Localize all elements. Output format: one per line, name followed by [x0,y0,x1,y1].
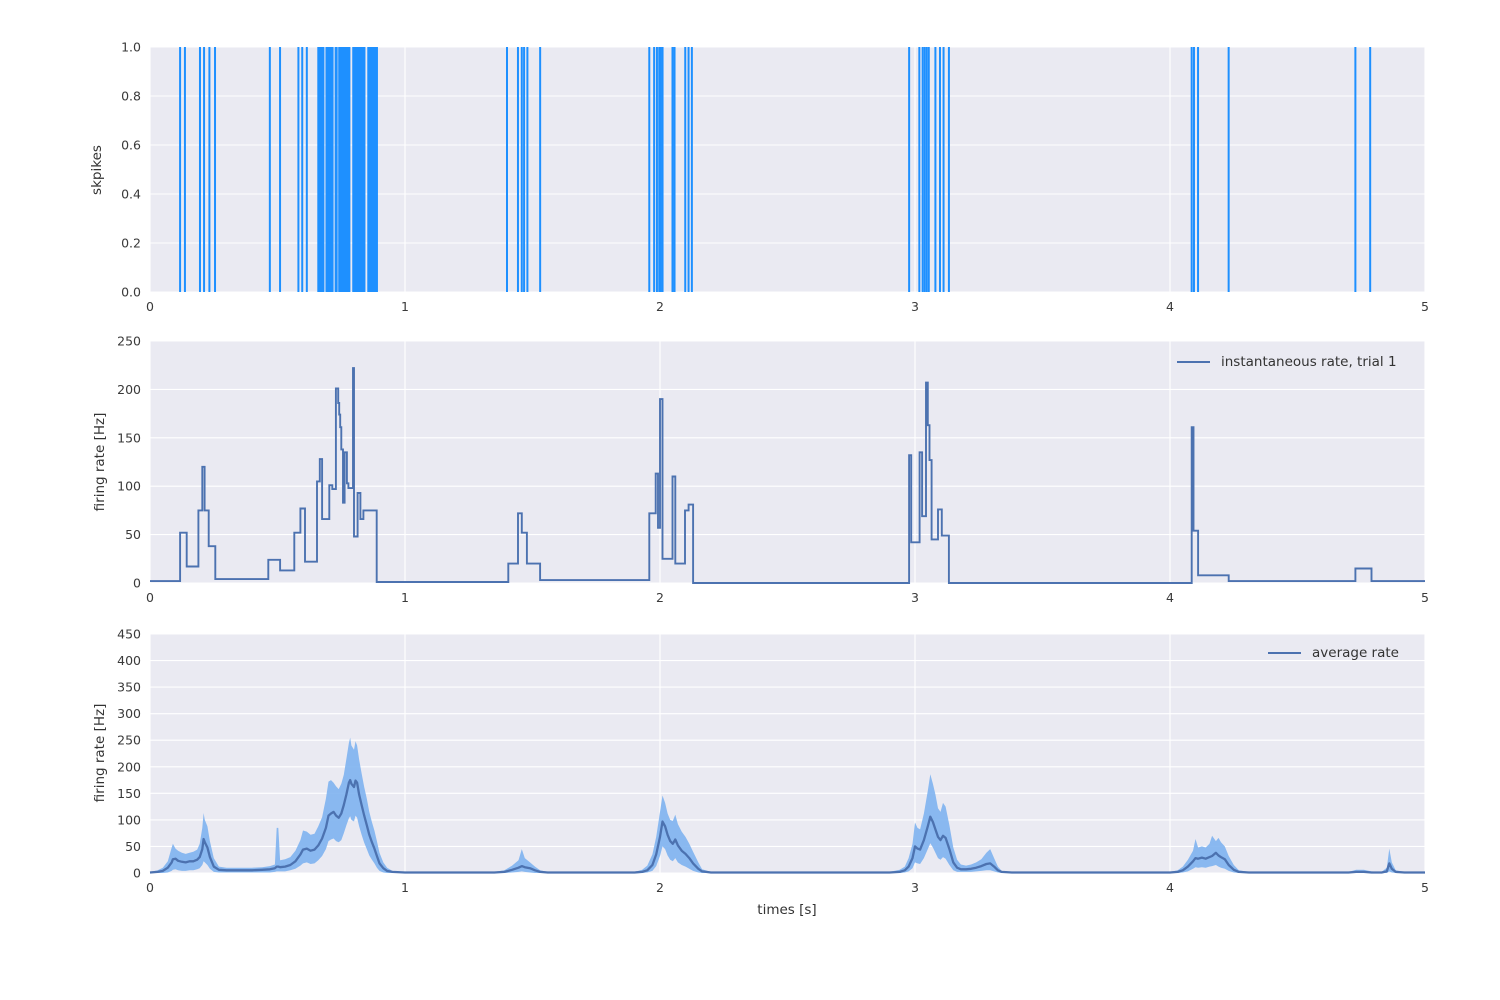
y-tick-label: 0.2 [121,236,141,251]
x-tick-label: 0 [146,299,154,314]
y-tick-label: 0.8 [121,89,141,104]
legend-label-instantaneous: instantaneous rate, trial 1 [1221,354,1397,370]
y-tick-label: 0 [133,576,141,591]
y-tick-label: 0.6 [121,138,141,153]
y-tick-label: 400 [117,653,141,668]
y-tick-label: 0.0 [121,285,141,300]
y-tick-label: 0 [133,866,141,881]
y-tick-label: 450 [117,627,141,642]
x-tick-label: 5 [1421,880,1429,895]
x-tick-label: 0 [146,880,154,895]
y-tick-label: 200 [117,759,141,774]
x-tick-label: 4 [1166,880,1174,895]
y-tick-label: 0.4 [121,187,141,202]
legend-line-sample-average [1268,652,1301,654]
x-tick-label: 2 [656,299,664,314]
y-tick-label: 1.0 [121,40,141,55]
y-tick-label: 350 [117,680,141,695]
x-tick-label: 3 [911,299,919,314]
std-band [150,737,1425,873]
y-tick-label: 200 [117,382,141,397]
x-tick-label: 1 [401,299,409,314]
y-tick-label: 250 [117,733,141,748]
y-tick-label: 50 [125,527,141,542]
legend-label-average: average rate [1312,645,1399,661]
y-tick-label: 150 [117,430,141,445]
legend-average-rate: average rate [1268,645,1399,661]
instantaneous-rate-line [150,367,1425,584]
x-tick-label: 4 [1166,299,1174,314]
average-rate-line [149,778,1425,874]
instantaneous-rate-y-axis-label: firing rate [Hz] [92,412,108,512]
subplot-spike-raster: 0 1 2 3 4 5 0.0 0.2 0.4 0.6 0.8 1.0 [121,40,1429,315]
raster-y-axis-label: skpikes [89,145,105,195]
x-tick-label: 3 [911,880,919,895]
y-tick-label: 150 [117,786,141,801]
average-rate-y-axis-label: firing rate [Hz] [92,703,108,803]
y-tick-label: 100 [117,812,141,827]
x-tick-label: 0 [146,590,154,605]
x-tick-label: 2 [656,590,664,605]
y-tick-label: 300 [117,706,141,721]
y-tick-label: 250 [117,334,141,349]
y-tick-label: 100 [117,479,141,494]
x-tick-label: 5 [1421,590,1429,605]
x-tick-label: 1 [401,590,409,605]
x-axis-label: times [s] [757,902,817,918]
x-tick-label: 2 [656,880,664,895]
y-tick-label: 50 [125,839,141,854]
x-tick-label: 1 [401,880,409,895]
legend-line-sample-instantaneous [1177,361,1210,363]
x-tick-label: 5 [1421,299,1429,314]
legend-instantaneous-rate: instantaneous rate, trial 1 [1177,354,1397,370]
x-tick-label: 4 [1166,590,1174,605]
x-tick-label: 3 [911,590,919,605]
